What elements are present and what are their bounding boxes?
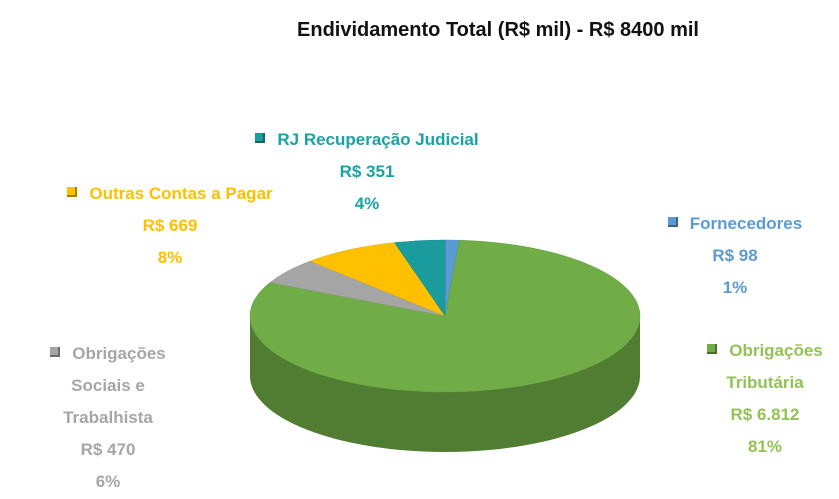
pie-slice-side: [250, 316, 640, 452]
data-label: Obrigações Tributária R$ 6.812 81%: [690, 335, 839, 463]
data-label: Outras Contas a Pagar R$ 669 8%: [20, 178, 320, 274]
category-name: Obrigações Sociais e Trabalhista: [63, 344, 166, 427]
legend-swatch: [255, 133, 266, 143]
legend-entry: Outras Contas a Pagar: [20, 178, 320, 210]
pie-slice: [393, 239, 446, 317]
percent-label: 81%: [747, 437, 783, 456]
percent-label: 4%: [354, 194, 380, 213]
percent-label: 6%: [95, 472, 121, 491]
percent-label: 8%: [157, 248, 183, 267]
data-label: RJ Recuperação Judicial R$ 351 4%: [222, 124, 512, 220]
percent-label: 1%: [722, 278, 748, 297]
value-label: R$ 470: [80, 440, 136, 459]
legend-entry: RJ Recuperação Judicial: [222, 124, 512, 156]
category-name: Obrigações Tributária: [726, 341, 823, 392]
category-name: Outras Contas a Pagar: [89, 184, 273, 203]
category-name: Fornecedores: [689, 214, 803, 233]
category-name: RJ Recuperação Judicial: [277, 130, 479, 149]
legend-entry: Obrigações Tributária: [690, 335, 839, 399]
value-label: R$ 351: [339, 162, 395, 181]
pie-slice: [309, 242, 446, 317]
legend-entry: Fornecedores: [640, 208, 830, 240]
data-label: Obrigações Sociais e Trabalhista R$ 470 6%: [28, 338, 188, 498]
chart-title: Endividamento Total (R$ mil) - R$ 8400 m…: [297, 19, 699, 41]
legend-entry: Obrigações Sociais e Trabalhista: [28, 338, 188, 434]
legend-swatch: [67, 187, 78, 197]
legend-swatch: [667, 217, 678, 227]
data-label: Fornecedores R$ 98 1%: [640, 208, 830, 304]
value-label: R$ 6.812: [730, 405, 800, 424]
legend-swatch: [50, 347, 61, 357]
value-label: R$ 98: [712, 246, 758, 265]
legend-swatch: [707, 344, 718, 354]
value-label: R$ 669: [142, 216, 198, 235]
